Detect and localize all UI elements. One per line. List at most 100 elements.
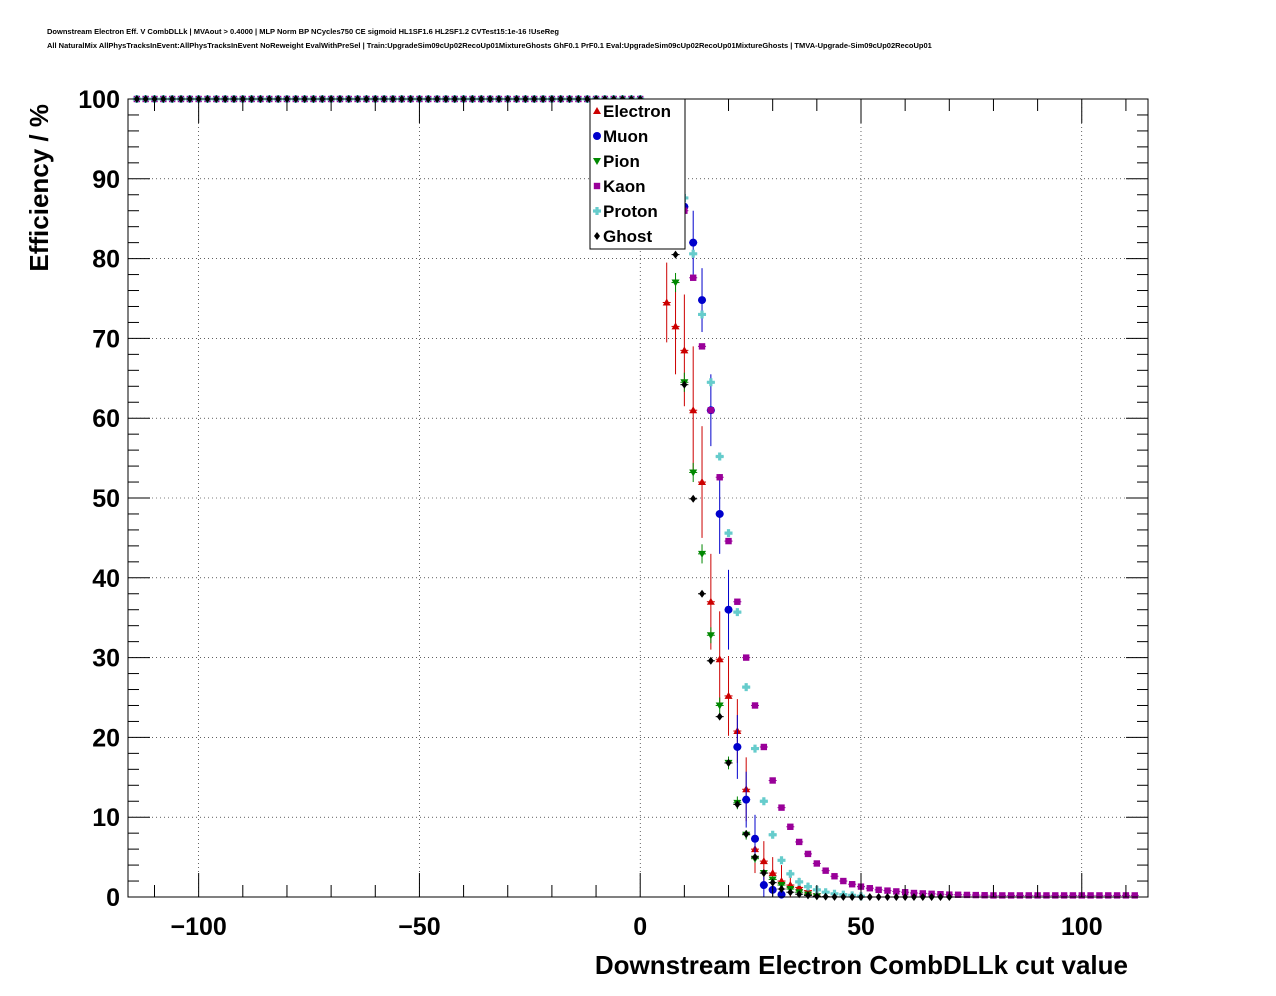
kaon-point [972,891,979,899]
kaon-point [1096,892,1103,899]
electron-point [680,346,689,354]
kaon-point [954,891,962,898]
y-axis-label: Efficiency / % [24,104,54,272]
x-tick-label: −100 [170,913,226,941]
x-tick-label: 100 [1061,913,1103,941]
kaon-point [707,407,715,414]
legend-entry-kaon: Kaon [593,177,646,196]
x-tick-label: 50 [847,913,875,941]
axes: 0 10 20 30 40 50 60 70 80 90 100 −100 −50 0 50 100 [78,86,1148,941]
legend-entry-proton: Proton [593,202,658,221]
title-line-2: All NaturalMix AllPhysTracksInEvent:AllP… [47,41,932,50]
proton-point [759,797,768,806]
electron-point [698,478,707,486]
kaon-point [831,873,838,880]
ghost-point [769,878,776,887]
legend-label: Pion [603,152,640,171]
kaon-point [999,892,1006,899]
legend: Electron Muon Pion Kaon Proton Ghost [589,98,686,250]
proton-point [706,378,715,387]
legend-marker [593,182,601,190]
legend-marker [593,207,602,215]
muon-point [724,605,733,614]
kaon-point [1131,892,1138,899]
y-tick-label: 30 [92,645,120,673]
ghost-point [787,888,794,897]
kaon-point [769,777,776,784]
kaon-point [795,838,803,846]
electron-point [795,883,804,891]
kaon-point [1060,892,1068,899]
kaon-point [981,892,988,899]
ghost-point [672,250,679,259]
kaon-point [822,867,829,874]
kaon-point [760,743,768,751]
kaon-point [963,891,971,899]
muon-point [742,795,751,804]
proton-point [768,830,777,839]
proton-point [795,877,804,886]
muon-point [698,296,707,305]
proton-point [777,856,786,865]
legend-entry-muon: Muon [593,127,648,146]
kaon-point [840,877,847,885]
kaon-point [1087,892,1094,899]
ghost-point [725,758,732,767]
ghost-point [734,800,741,809]
y-tick-label: 100 [78,86,120,114]
pion-point [671,279,680,287]
kaon-point [875,886,882,894]
legend-marker [593,107,601,114]
legend-label: Proton [603,202,658,221]
legend-label: Ghost [603,227,652,246]
legend-marker [594,232,600,240]
kaon-point [751,702,759,709]
legend-label: Muon [603,127,648,146]
legend-label: Kaon [603,177,646,196]
proton-point [821,888,830,897]
kaon-point [716,474,723,481]
proton-point [689,249,698,258]
electron-point [706,597,715,605]
y-tick-label: 0 [106,884,120,912]
muon-point [751,834,760,843]
electron-point [759,857,768,865]
electron-point [768,869,777,877]
ghost-point [743,829,750,838]
ghost-point [760,869,767,878]
legend-marker [593,132,601,140]
kaon-point [742,654,750,661]
y-tick-label: 80 [92,246,120,274]
y-tick-label: 40 [92,565,120,593]
series-ghost [671,250,954,901]
kaon-point [848,881,856,888]
electron-point [671,322,680,330]
muon-point [733,742,742,751]
pion-point [715,702,724,710]
kaon-point [1113,892,1121,899]
proton-point [698,310,707,319]
electron-point [715,655,724,663]
proton-point [751,744,760,753]
kaon-point [778,804,785,811]
kaon-point [787,823,794,830]
proton-point [724,529,733,538]
kaon-point [725,537,732,545]
kaon-point [813,860,821,867]
proton-point [786,869,795,878]
y-tick-label: 20 [92,724,120,752]
ghost-point [796,890,803,899]
kaon-point [893,888,900,895]
x-axis-label: Downstream Electron CombDLLk cut value [595,950,1128,980]
series-electron [662,262,821,897]
proton-point [715,452,724,461]
x-tick-label: 0 [633,913,647,941]
legend-label: Electron [603,102,671,121]
ghost-point [699,589,706,598]
series-muon [671,146,786,899]
legend-entry-pion: Pion [593,152,640,171]
electron-point [689,406,698,414]
proton-point [742,683,751,692]
muon-point [715,509,724,518]
